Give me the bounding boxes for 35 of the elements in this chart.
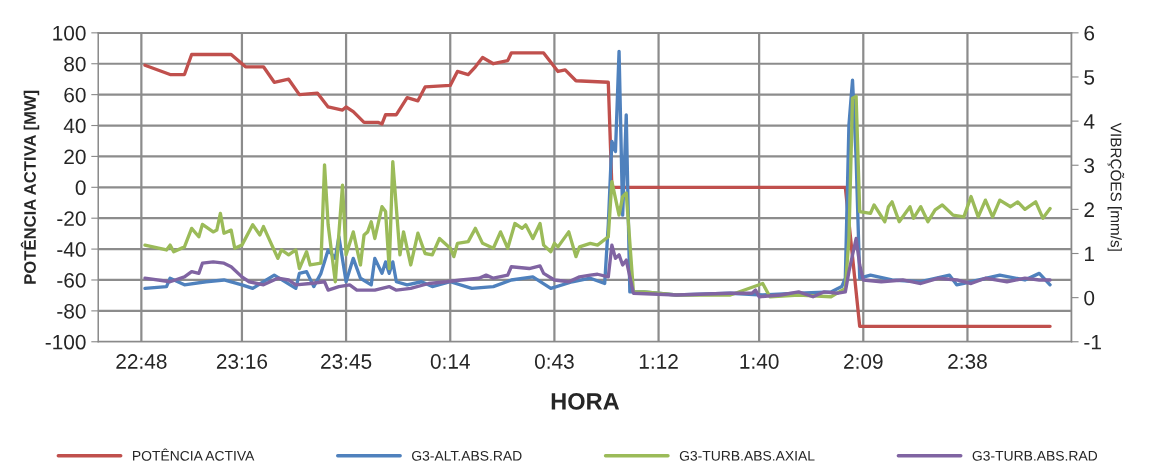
y2-tick-label: 2 [1084,202,1094,217]
y2-tick-label: 1 [1085,246,1094,262]
legend-label: G3-TURB.ABS.AXIAL [679,450,815,461]
y-tick-label: 100 [53,25,86,41]
y-tick-label: -60 [57,272,86,288]
y-tick-label: -20 [57,211,86,226]
y-tick-label: -80 [57,303,86,319]
legend-label: POTÊNCIA ACTIVA [133,448,255,461]
y-tick-label: 60 [64,87,86,103]
y2-tick-label: 0 [1084,290,1095,306]
y2-tick-label: 4 [1083,114,1095,129]
x-tick-label: 2:38 [948,354,987,369]
legend-label: G3-ALT.ABS.RAD [412,450,522,461]
y2-tick-label: -1 [1084,334,1101,350]
legend-label: G3-TURB.ABS.RAD [972,450,1098,461]
x-tick-label: 23:16 [216,354,268,369]
x-tick-label: 22:48 [116,354,167,369]
x-axis-title: HORA [551,393,620,410]
x-tick-label: 2:09 [844,354,883,369]
y2-tick-label: 5 [1084,70,1095,85]
x-tick-label: 23:45 [321,354,372,369]
y-tick-label: -40 [57,242,86,257]
x-tick-label: 0:14 [430,354,470,369]
y2-tick-label: 6 [1084,25,1095,41]
y-tick-label: 40 [63,118,86,134]
x-tick-label: 1:40 [740,354,779,369]
y-axis-title: POTÊNCIA ACTIVA [MW] [20,90,40,284]
x-tick-label: 0:43 [534,354,574,369]
x-tick-label: 1:12 [639,354,678,369]
y2-axis-title: VIBRÇÕES [mm/s] [1107,122,1125,251]
y-tick-label: -100 [45,334,86,350]
y-tick-label: 20 [64,149,86,165]
y-tick-label: 80 [64,56,86,72]
y-tick-label: 0 [75,180,86,196]
y2-tick-label: 3 [1084,158,1095,173]
